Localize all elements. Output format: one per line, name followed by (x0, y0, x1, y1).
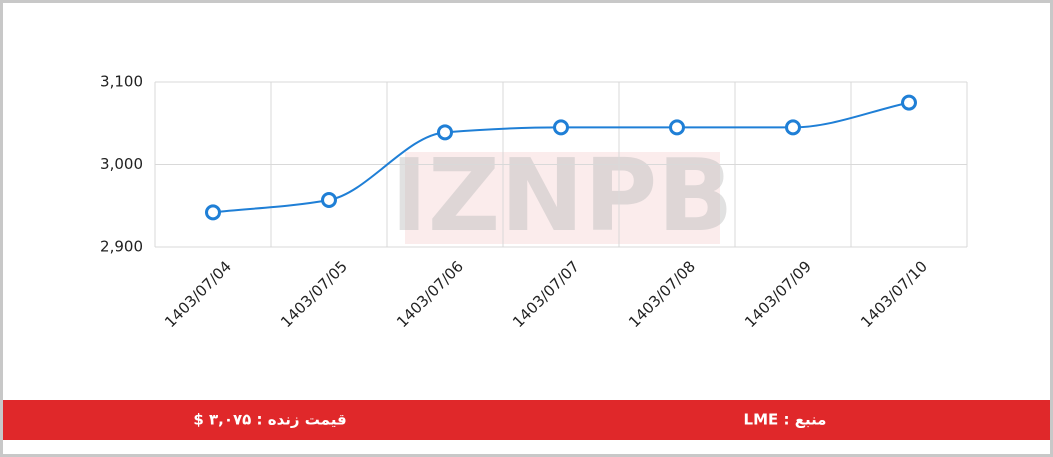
live-price: قیمت زنده : ۳,۰۷۵ $ (193, 411, 346, 429)
footer-bar (3, 400, 1050, 440)
point (321, 191, 337, 208)
point (669, 119, 685, 136)
source: منبع : LME (744, 411, 827, 429)
y-tick-label: 2,900 (100, 238, 143, 256)
y-tick-label: 3,000 (100, 155, 143, 173)
watermark-bg (405, 152, 720, 244)
y-tick-label: 3,100 (100, 73, 143, 91)
point (785, 119, 801, 136)
watermark: IZNPB (391, 137, 734, 254)
watermark-text: IZNPB (391, 137, 734, 254)
point (553, 119, 569, 136)
point (901, 94, 917, 111)
point (437, 124, 453, 141)
point (205, 204, 221, 221)
